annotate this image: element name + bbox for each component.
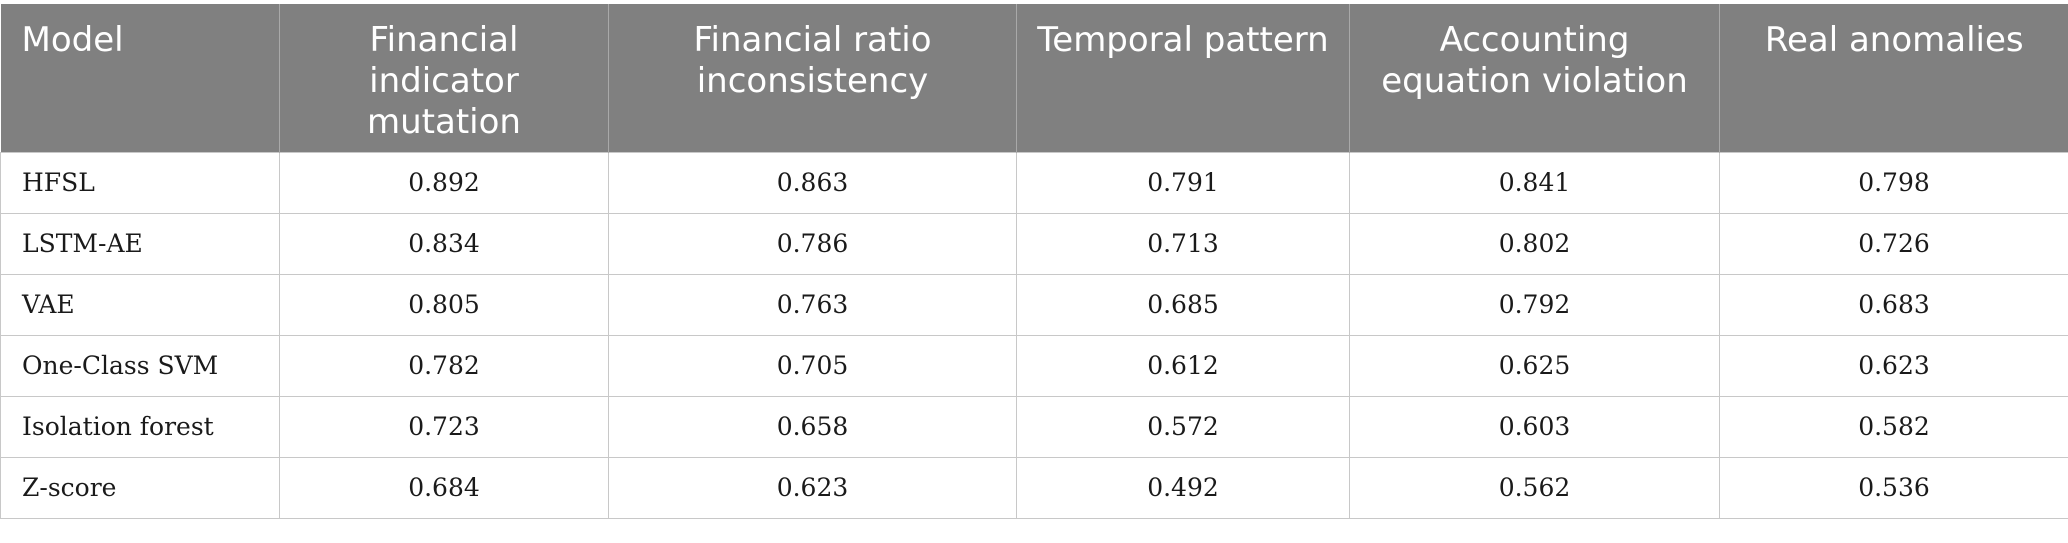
cell-value: 0.536 [1719,456,2068,519]
cell-value: 0.658 [608,395,1017,458]
cell-value: 0.713 [1016,212,1350,275]
cell-value: 0.892 [279,151,609,214]
cell-value: 0.612 [1016,334,1350,397]
cell-value: 0.792 [1349,273,1720,336]
header-accounting-equation-violation: Accounting equation violation [1349,4,1720,152]
cell-model: Z-score [0,456,280,519]
cell-model: One-Class SVM [0,334,280,397]
header-financial-indicator-mutation: Financial indicator mutation [279,4,609,152]
cell-value: 0.763 [608,273,1017,336]
table-row: One-Class SVM 0.782 0.705 0.612 0.625 0.… [0,334,2068,397]
header-model: Model [0,4,280,152]
cell-value: 0.582 [1719,395,2068,458]
table-row: Z-score 0.684 0.623 0.492 0.562 0.536 [0,456,2068,519]
cell-value: 0.791 [1016,151,1350,214]
cell-value: 0.782 [279,334,609,397]
cell-model: HFSL [0,151,280,214]
cell-value: 0.683 [1719,273,2068,336]
table-header: Model Financial indicator mutation Finan… [0,4,2068,152]
cell-value: 0.684 [279,456,609,519]
cell-model: LSTM-AE [0,212,280,275]
table-body: HFSL 0.892 0.863 0.791 0.841 0.798 LSTM-… [0,151,2068,519]
header-real-anomalies: Real anomalies [1719,4,2068,152]
table-row: HFSL 0.892 0.863 0.791 0.841 0.798 [0,151,2068,214]
cell-value: 0.492 [1016,456,1350,519]
cell-value: 0.562 [1349,456,1720,519]
table-row: VAE 0.805 0.763 0.685 0.792 0.683 [0,273,2068,336]
cell-value: 0.623 [1719,334,2068,397]
results-table: Model Financial indicator mutation Finan… [0,4,2068,519]
cell-value: 0.685 [1016,273,1350,336]
cell-value: 0.841 [1349,151,1720,214]
cell-value: 0.603 [1349,395,1720,458]
cell-value: 0.726 [1719,212,2068,275]
cell-model: VAE [0,273,280,336]
table-row: Isolation forest 0.723 0.658 0.572 0.603… [0,395,2068,458]
cell-value: 0.623 [608,456,1017,519]
cell-model: Isolation forest [0,395,280,458]
cell-value: 0.834 [279,212,609,275]
cell-value: 0.802 [1349,212,1720,275]
cell-value: 0.805 [279,273,609,336]
header-temporal-pattern: Temporal pattern [1016,4,1350,152]
table-row: LSTM-AE 0.834 0.786 0.713 0.802 0.726 [0,212,2068,275]
cell-value: 0.625 [1349,334,1720,397]
cell-value: 0.863 [608,151,1017,214]
cell-value: 0.723 [279,395,609,458]
cell-value: 0.572 [1016,395,1350,458]
cell-value: 0.798 [1719,151,2068,214]
cell-value: 0.786 [608,212,1017,275]
cell-value: 0.705 [608,334,1017,397]
header-row: Model Financial indicator mutation Finan… [0,4,2068,152]
header-financial-ratio-inconsistency: Financial ratio inconsistency [608,4,1017,152]
